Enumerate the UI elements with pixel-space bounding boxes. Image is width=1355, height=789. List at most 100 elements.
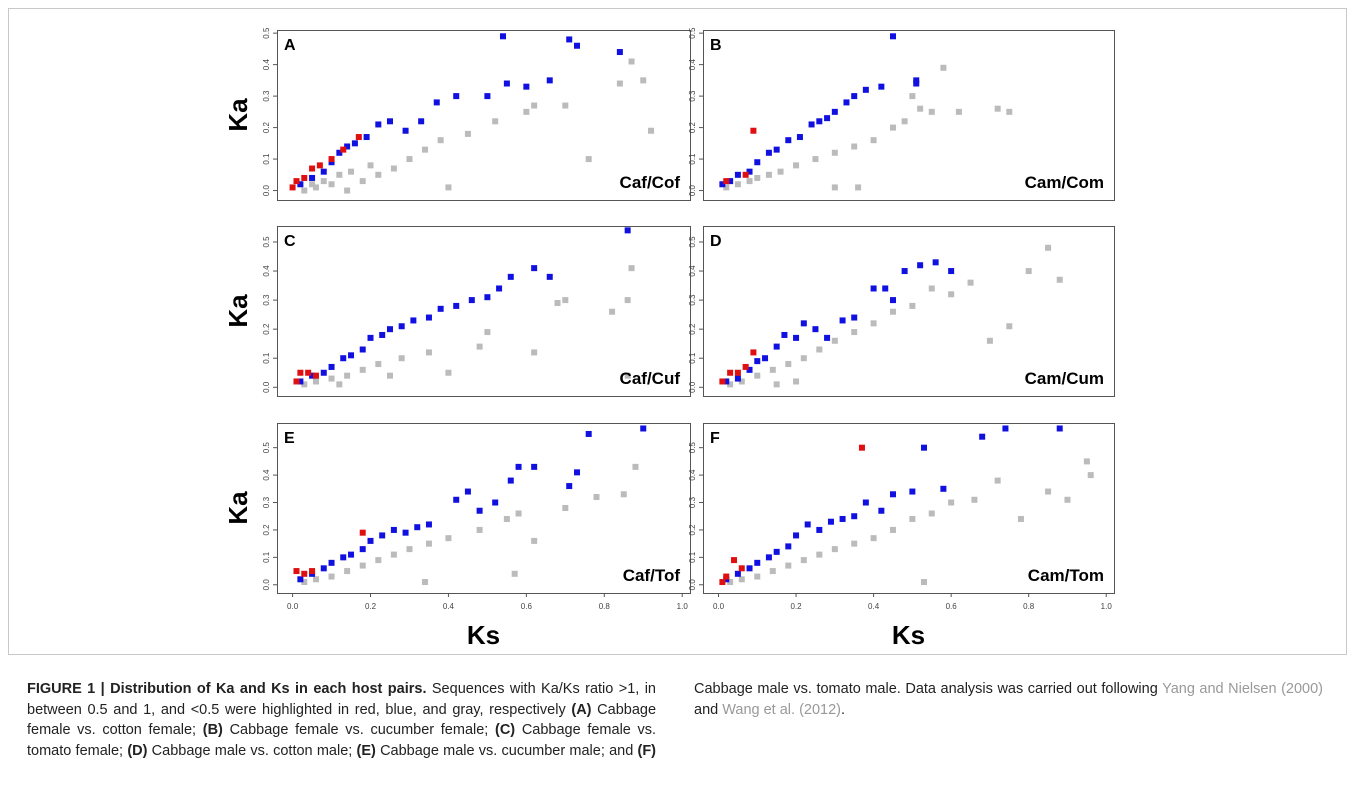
point bbox=[765, 149, 772, 156]
point bbox=[824, 115, 831, 122]
point bbox=[948, 268, 955, 275]
point bbox=[1017, 515, 1024, 522]
x-tick-label: 0.8 bbox=[1023, 602, 1035, 611]
point bbox=[414, 524, 421, 531]
point bbox=[616, 80, 623, 87]
point bbox=[909, 302, 916, 309]
point bbox=[503, 80, 510, 87]
point bbox=[554, 300, 561, 307]
point bbox=[793, 378, 800, 385]
point bbox=[628, 265, 635, 272]
point bbox=[309, 181, 316, 188]
point bbox=[301, 174, 308, 181]
point bbox=[800, 557, 807, 564]
x-tick-label: 1.0 bbox=[677, 602, 689, 611]
point bbox=[344, 187, 351, 194]
point bbox=[746, 168, 753, 175]
point bbox=[851, 314, 858, 321]
point bbox=[816, 526, 823, 533]
point bbox=[851, 93, 858, 100]
point bbox=[406, 546, 413, 553]
caption-panel: (E) bbox=[356, 742, 376, 759]
point bbox=[445, 535, 452, 542]
y-axis-label: Ka bbox=[223, 294, 253, 328]
point bbox=[719, 378, 726, 385]
point bbox=[889, 308, 896, 315]
point bbox=[754, 372, 761, 379]
point bbox=[496, 285, 503, 292]
x-tick-label: 0.4 bbox=[868, 602, 880, 611]
y-tick-label: 0.1 bbox=[262, 153, 271, 165]
y-tick-label: 0.0 bbox=[262, 579, 271, 591]
point bbox=[312, 184, 319, 191]
y-tick-label: 0.0 bbox=[688, 579, 697, 591]
point bbox=[425, 540, 432, 547]
point bbox=[386, 118, 393, 125]
point bbox=[948, 291, 955, 298]
x-tick-label: 0.2 bbox=[790, 602, 802, 611]
point bbox=[398, 323, 405, 330]
point bbox=[750, 127, 757, 134]
panel: 0.0 0.1 0.2 0.3 0.4 0.5 D Cam/Cum bbox=[688, 226, 1115, 397]
point bbox=[355, 134, 362, 141]
point bbox=[913, 77, 920, 84]
point bbox=[546, 273, 553, 280]
point bbox=[1045, 488, 1052, 495]
y-tick-label: 0.2 bbox=[262, 323, 271, 335]
point bbox=[297, 181, 304, 188]
citation-link[interactable]: Wang et al. (2012) bbox=[722, 701, 841, 718]
point bbox=[507, 273, 514, 280]
point bbox=[464, 130, 471, 137]
point bbox=[375, 171, 382, 178]
point bbox=[624, 227, 631, 234]
point bbox=[940, 485, 947, 492]
point bbox=[719, 181, 726, 188]
citation-link[interactable]: Yang and Nielsen (2000) bbox=[1162, 681, 1323, 697]
point bbox=[928, 510, 935, 517]
point bbox=[800, 355, 807, 362]
point bbox=[746, 178, 753, 185]
point bbox=[316, 162, 323, 169]
point bbox=[293, 568, 300, 575]
point bbox=[359, 562, 366, 569]
point bbox=[390, 551, 397, 558]
point bbox=[917, 262, 924, 269]
x-tick-label: 0.2 bbox=[365, 602, 377, 611]
point bbox=[773, 343, 780, 350]
point bbox=[921, 444, 928, 451]
point bbox=[531, 463, 538, 470]
point bbox=[796, 134, 803, 141]
x-tick-label: 0.0 bbox=[287, 602, 299, 611]
point bbox=[386, 372, 393, 379]
point bbox=[328, 159, 335, 166]
point bbox=[731, 557, 738, 564]
point bbox=[390, 165, 397, 172]
point bbox=[738, 576, 745, 583]
point bbox=[765, 554, 772, 561]
point bbox=[620, 491, 627, 498]
point bbox=[437, 305, 444, 312]
x-tick-label: 1.0 bbox=[1101, 602, 1113, 611]
point bbox=[909, 515, 916, 522]
point bbox=[793, 162, 800, 169]
point bbox=[425, 349, 432, 356]
point bbox=[375, 361, 382, 368]
point bbox=[858, 444, 865, 451]
y-tick-label: 0.5 bbox=[688, 27, 697, 39]
point bbox=[398, 355, 405, 362]
point bbox=[878, 507, 885, 514]
point bbox=[336, 149, 343, 156]
point bbox=[831, 184, 838, 191]
point bbox=[851, 513, 858, 520]
y-tick-label: 0.4 bbox=[688, 59, 697, 71]
point bbox=[979, 433, 986, 440]
point bbox=[484, 294, 491, 301]
point bbox=[301, 579, 308, 586]
point bbox=[515, 463, 522, 470]
point bbox=[628, 58, 635, 65]
point bbox=[402, 127, 409, 134]
point bbox=[750, 349, 757, 356]
point bbox=[754, 573, 761, 580]
point bbox=[492, 118, 499, 125]
point bbox=[812, 156, 819, 163]
